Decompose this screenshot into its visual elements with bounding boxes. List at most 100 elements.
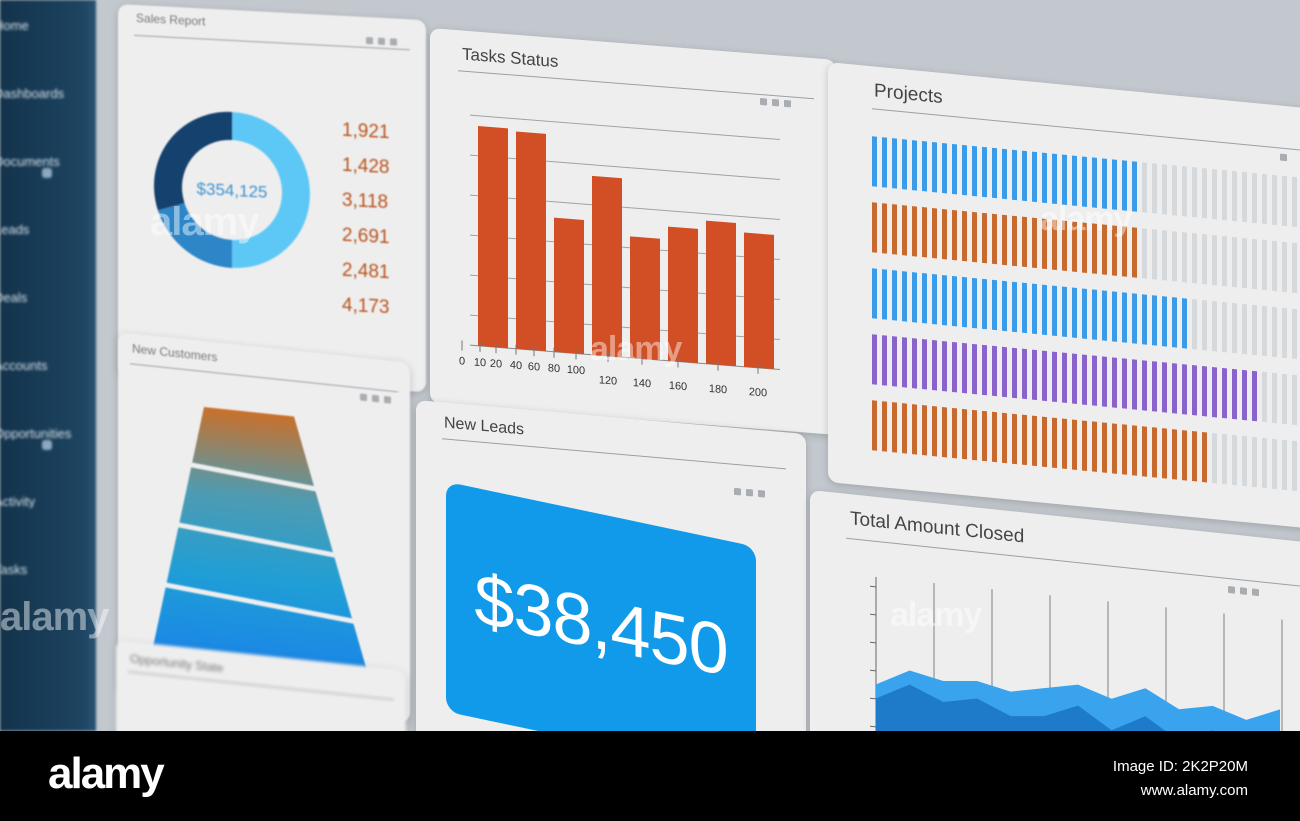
sidebar-item-accounts[interactable]: Accounts [0, 358, 48, 372]
progress-segment-empty [1282, 439, 1287, 491]
progress-segment-filled [902, 205, 907, 256]
y-tick [870, 613, 876, 616]
progress-segment-filled [922, 207, 927, 258]
progress-segment-empty [1282, 373, 1287, 425]
tasks-bar-chart: 0 10 20 40 60 80 100 120 140 160 180 200 [459, 114, 780, 400]
progress-segment-empty [1272, 240, 1277, 292]
progress-segment-filled [1122, 226, 1127, 277]
progress-segment-empty [1242, 237, 1247, 289]
new-leads-card: New Leads $38,450 [416, 400, 806, 731]
progress-segment-filled [1132, 293, 1137, 344]
card-menu-button[interactable] [734, 487, 765, 498]
sidebar-item-documents[interactable]: Documents [0, 154, 60, 168]
progress-segment-filled [1182, 298, 1187, 349]
progress-segment-filled [1012, 281, 1017, 333]
progress-segment-filled [972, 343, 977, 395]
progress-segment-filled [1112, 225, 1117, 276]
leads-value-panel: $38,450 [446, 481, 756, 731]
progress-segment-empty [1222, 235, 1227, 287]
progress-segment-filled [902, 271, 907, 322]
progress-segment-filled [952, 407, 957, 459]
progress-segment-filled [1202, 432, 1207, 483]
sidebar-item-home[interactable]: Home [0, 18, 29, 32]
progress-segment-empty [1172, 165, 1177, 216]
sidebar-item-deals[interactable]: Deals [0, 290, 28, 304]
progress-segment-filled [1162, 296, 1167, 347]
progress-segment-filled [1252, 370, 1257, 422]
progress-segment-filled [1102, 290, 1107, 341]
sidebar-item-tasks[interactable]: Tasks [0, 562, 28, 576]
sidebar-item-activity[interactable]: Activity [0, 494, 36, 508]
progress-segment-filled [1062, 220, 1067, 272]
progress-segment-filled [1162, 362, 1167, 413]
sidebar-item-dashboards[interactable]: Dashboards [0, 86, 65, 100]
progress-segment-filled [932, 274, 937, 325]
progress-segment-filled [1032, 415, 1037, 467]
progress-segment-filled [1052, 219, 1057, 271]
card-title: Opportunity State [130, 651, 224, 676]
progress-segment-empty [1142, 228, 1147, 279]
dashboard-screen: Home Dashboards Documents Leads Deals Account… [0, 0, 1300, 731]
progress-segment-filled [1132, 425, 1137, 476]
x-tick-label: 80 [548, 362, 560, 375]
progress-segment-filled [1052, 417, 1057, 469]
progress-segment-empty [1182, 166, 1187, 217]
site-url: www.alamy.com [1140, 782, 1248, 799]
divider [128, 671, 394, 701]
progress-segment-filled [1142, 294, 1147, 345]
progress-segment-empty [1222, 169, 1227, 221]
progress-segment-filled [1022, 282, 1027, 334]
sales-donut-chart: $354,125 1,921 1,428 3,118 2,691 2,481 4,173 [154, 111, 390, 318]
leads-value: $38,450 [474, 558, 728, 692]
progress-segment-filled [932, 142, 937, 193]
progress-segment-filled [1102, 356, 1107, 407]
progress-segment-filled [1002, 412, 1007, 464]
total-amount-closed-card: Total Amount Closed [810, 490, 1300, 731]
progress-segment-filled [1072, 419, 1077, 470]
progress-segment-filled [1222, 367, 1227, 419]
progress-segment-filled [992, 147, 997, 199]
card-title: Projects [874, 80, 943, 109]
progress-segment-filled [1042, 152, 1047, 204]
progress-segment-empty [1202, 300, 1207, 351]
progress-segment-filled [912, 272, 917, 323]
progress-segment-filled [882, 203, 887, 254]
progress-segment-empty [1172, 231, 1177, 282]
progress-segment-empty [1212, 168, 1217, 220]
sidebar-item-leads[interactable]: Leads [0, 222, 30, 236]
x-tick-label: 180 [709, 383, 727, 396]
progress-segment-filled [1162, 428, 1167, 479]
progress-segment-empty [1252, 436, 1257, 488]
x-tick-label: 140 [633, 377, 651, 390]
progress-segment-empty [1152, 163, 1157, 214]
progress-segment-filled [892, 402, 897, 453]
image-reference: Image ID: 2K2P20M www.alamy.com [1113, 755, 1248, 803]
funnel-divider [137, 452, 389, 506]
progress-segment-filled [922, 339, 927, 390]
card-menu-button[interactable] [366, 36, 397, 46]
y-tick [870, 641, 876, 644]
sidebar-item-opportunities[interactable]: Opportunities [0, 426, 72, 440]
task-bar [668, 226, 698, 364]
progress-segment-filled [902, 139, 907, 190]
progress-segment-filled [1042, 284, 1047, 336]
y-tick [870, 697, 876, 700]
progress-segment-filled [1052, 351, 1057, 403]
progress-segment-filled [932, 340, 937, 391]
progress-segment-filled [1132, 227, 1137, 278]
progress-segment-filled [902, 337, 907, 388]
progress-segment-filled [1112, 159, 1117, 210]
progress-segment-filled [1062, 418, 1067, 470]
progress-segment-empty [1212, 234, 1217, 286]
x-tick-label: 120 [599, 374, 617, 387]
progress-segment-filled [1082, 420, 1087, 471]
progress-segment-filled [922, 405, 927, 456]
legend-value: 2,481 [342, 260, 390, 283]
x-tick-label: 10 [474, 356, 486, 369]
progress-segment-filled [982, 278, 987, 330]
progress-segment-filled [1002, 280, 1007, 332]
image-id: Image ID: 2K2P20M [1112, 758, 1248, 775]
progress-segment-filled [1022, 150, 1027, 202]
donut-segment [232, 111, 310, 269]
progress-segment-filled [992, 279, 997, 331]
